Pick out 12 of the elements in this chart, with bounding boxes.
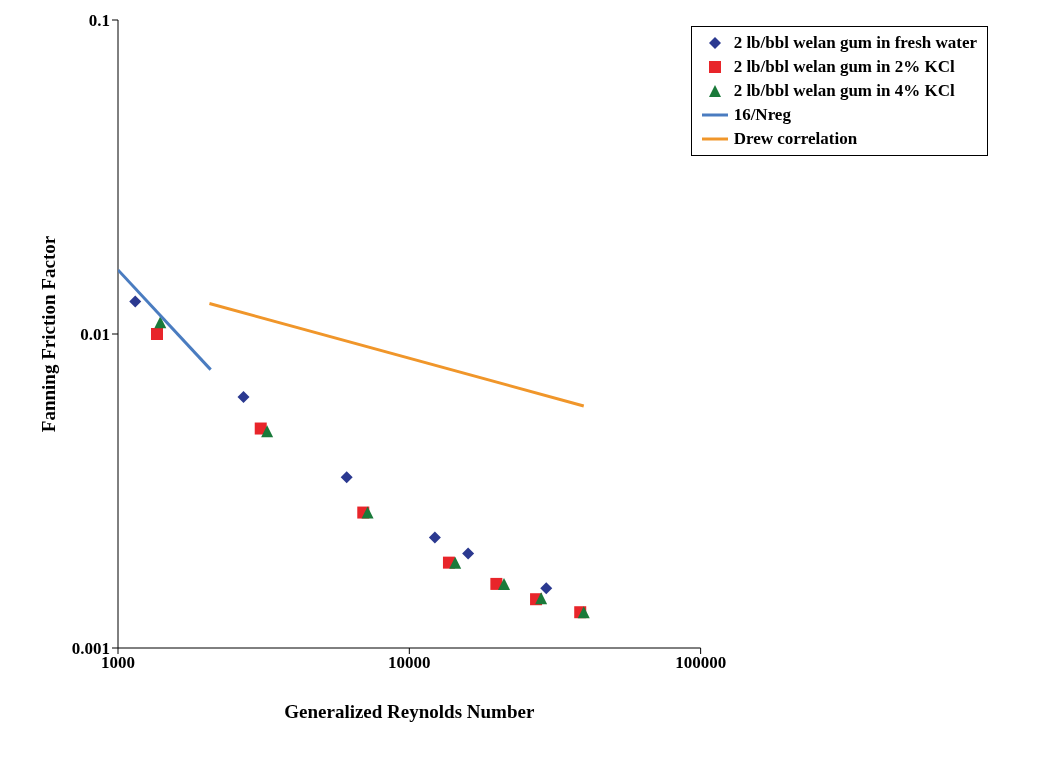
x-axis-title: Generalized Reynolds Number	[284, 701, 535, 722]
x-tick-label: 10000	[388, 653, 431, 673]
x-tick-label: 100000	[675, 653, 727, 673]
y-axis-title: Fanning Friction Factor	[37, 235, 59, 433]
legend-label: Drew correlation	[733, 129, 858, 149]
legend-label: 2 lb/bbl welan gum in 2% KCl	[733, 57, 955, 77]
x-tick-label: 1000	[101, 653, 135, 673]
legend-label: 2 lb/bbl welan gum in fresh water	[733, 33, 977, 53]
y-tick-label: 0.01	[80, 325, 110, 345]
legend-label: 16/Nreg	[733, 105, 791, 125]
legend-label: 2 lb/bbl welan gum in 4% KCl	[733, 81, 955, 101]
y-tick-label: 0.1	[88, 11, 110, 31]
